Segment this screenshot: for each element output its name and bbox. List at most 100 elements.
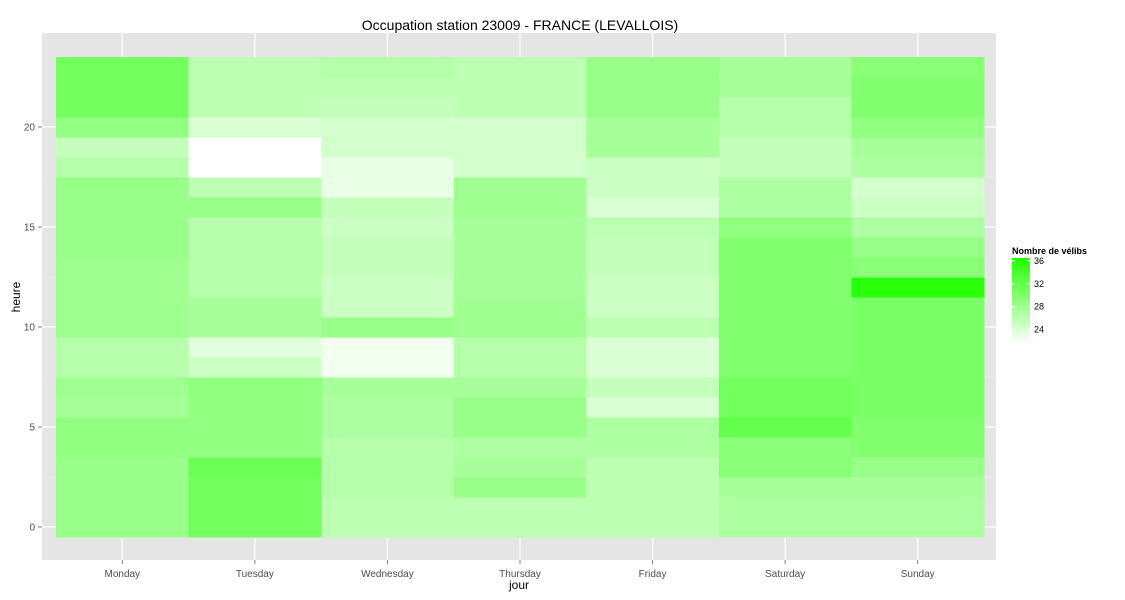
heatmap-tile: [586, 417, 720, 438]
y-axis-title: heure: [9, 281, 23, 312]
x-tick-label: Thursday: [499, 569, 541, 580]
heatmap-tile: [56, 117, 190, 138]
heatmap-tile: [851, 317, 985, 338]
heatmap-tile: [453, 417, 587, 438]
heatmap-tile: [851, 77, 985, 98]
heatmap-tile: [851, 517, 985, 538]
heatmap-tile: [188, 77, 322, 98]
heatmap-tile: [453, 337, 587, 358]
heatmap-tile: [321, 237, 455, 258]
heatmap-tile: [453, 217, 587, 238]
heatmap-tile: [321, 277, 455, 298]
heatmap-tile: [188, 397, 322, 418]
heatmap-tile: [56, 477, 190, 498]
heatmap-tile: [718, 317, 852, 338]
heatmap-tile: [851, 217, 985, 238]
legend-tick-label: 24: [1034, 325, 1044, 335]
heatmap-tile: [718, 337, 852, 358]
heatmap-tile: [851, 237, 985, 258]
heatmap-tile: [56, 177, 190, 198]
heatmap-tile: [851, 377, 985, 398]
heatmap-tile: [586, 97, 720, 118]
heatmap-tile: [56, 277, 190, 298]
heatmap-tile: [718, 57, 852, 78]
heatmap-tile: [321, 517, 455, 538]
heatmap-tile: [453, 117, 587, 138]
heatmap-tile: [586, 137, 720, 158]
heatmap-tile: [453, 197, 587, 218]
heatmap-tile: [586, 237, 720, 258]
heatmap-tile: [453, 357, 587, 378]
heatmap-tile: [586, 77, 720, 98]
heatmap-tile: [586, 117, 720, 138]
heatmap-tile: [188, 377, 322, 398]
heatmap-tile: [586, 57, 720, 78]
heatmap-tile: [851, 457, 985, 478]
heatmap-tile: [321, 437, 455, 458]
heatmap-tile: [718, 117, 852, 138]
heatmap-tile: [586, 497, 720, 518]
heatmap-tile: [321, 157, 455, 178]
heatmap-tile: [321, 377, 455, 398]
heatmap-tile: [188, 57, 322, 78]
heatmap-tile: [321, 77, 455, 98]
heatmap-tile: [851, 397, 985, 418]
y-tick-label: 0: [29, 523, 35, 534]
heatmap-tile: [718, 377, 852, 398]
heatmap-tile: [56, 137, 190, 158]
heatmap-tile: [56, 217, 190, 238]
heatmap-tile: [586, 217, 720, 238]
heatmap-tile: [56, 417, 190, 438]
heatmap-tile: [586, 477, 720, 498]
heatmap-tile: [321, 497, 455, 518]
heatmap-tile: [586, 277, 720, 298]
heatmap-tile: [56, 237, 190, 258]
heatmap-tile: [453, 317, 587, 338]
heatmap-tile: [188, 97, 322, 118]
heatmap-tile: [321, 97, 455, 118]
heatmap-tile: [718, 157, 852, 178]
heatmap-tile: [453, 437, 587, 458]
heatmap-tile: [453, 237, 587, 258]
heatmap-tile: [586, 257, 720, 278]
heatmap-tile: [188, 117, 322, 138]
heatmap-tile: [586, 177, 720, 198]
heatmap-tile: [188, 477, 322, 498]
heatmap-tile: [453, 57, 587, 78]
chart-title: Occupation station 23009 - FRANCE (LEVAL…: [362, 17, 678, 33]
heatmap-tile: [321, 397, 455, 418]
heatmap-tile: [56, 497, 190, 518]
heatmap-tile: [851, 477, 985, 498]
heatmap-tile: [586, 397, 720, 418]
heatmap-tile: [56, 157, 190, 178]
heatmap-tile: [851, 257, 985, 278]
heatmap-tile: [851, 57, 985, 78]
x-tick-label: Wednesday: [361, 569, 414, 580]
heatmap-tile: [321, 57, 455, 78]
heatmap-tile: [188, 157, 322, 178]
legend-colorbar: [1012, 258, 1030, 344]
heatmap-tile: [56, 397, 190, 418]
heatmap-tile: [56, 257, 190, 278]
y-tick-label: 10: [24, 323, 36, 334]
heatmap-tile: [718, 177, 852, 198]
x-tick-label: Friday: [639, 569, 667, 580]
heatmap-tile: [851, 297, 985, 318]
heatmap-tile: [851, 437, 985, 458]
heatmap-tile: [718, 397, 852, 418]
x-tick-label: Saturday: [765, 569, 805, 580]
legend-tick-label: 36: [1034, 256, 1044, 266]
heatmap-tile: [56, 457, 190, 478]
heatmap-tile: [188, 337, 322, 358]
heatmap-tile: [56, 57, 190, 78]
heatmap-tile: [718, 257, 852, 278]
y-axis-ticks: 0 5 10 15 20: [24, 123, 42, 534]
y-tick-label: 15: [24, 223, 36, 234]
heatmap-tile: [321, 257, 455, 278]
heatmap-tile: [851, 277, 985, 298]
heatmap-tile: [321, 197, 455, 218]
heatmap-tile: [586, 457, 720, 478]
heatmap-tile: [188, 217, 322, 238]
heatmap-tile: [453, 297, 587, 318]
heatmap-tile: [718, 357, 852, 378]
